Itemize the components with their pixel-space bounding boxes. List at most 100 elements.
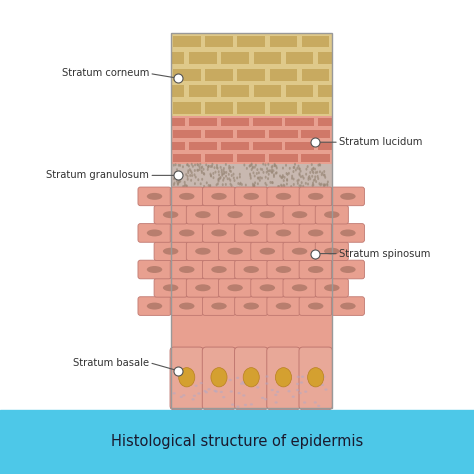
Ellipse shape: [246, 167, 248, 170]
Ellipse shape: [253, 183, 255, 187]
Ellipse shape: [279, 174, 281, 177]
Ellipse shape: [201, 171, 203, 174]
Ellipse shape: [289, 167, 291, 170]
Ellipse shape: [281, 184, 283, 188]
Ellipse shape: [282, 175, 284, 178]
Ellipse shape: [250, 177, 252, 180]
Ellipse shape: [250, 164, 253, 167]
Bar: [171, 33, 332, 408]
FancyBboxPatch shape: [267, 224, 300, 242]
Ellipse shape: [270, 169, 272, 173]
Ellipse shape: [180, 396, 183, 398]
Ellipse shape: [276, 266, 291, 273]
Ellipse shape: [223, 167, 225, 170]
Ellipse shape: [282, 166, 284, 170]
Ellipse shape: [217, 182, 219, 185]
Ellipse shape: [261, 397, 264, 399]
FancyBboxPatch shape: [170, 187, 203, 206]
Ellipse shape: [236, 176, 238, 179]
Ellipse shape: [300, 381, 303, 383]
Ellipse shape: [276, 171, 278, 174]
Ellipse shape: [193, 394, 196, 397]
Ellipse shape: [276, 166, 278, 170]
Ellipse shape: [300, 170, 301, 173]
Ellipse shape: [290, 185, 292, 188]
Ellipse shape: [194, 164, 196, 166]
Ellipse shape: [254, 174, 255, 177]
Text: Stratum basale: Stratum basale: [73, 357, 149, 368]
Ellipse shape: [305, 182, 307, 185]
Ellipse shape: [231, 403, 234, 406]
Ellipse shape: [244, 266, 259, 273]
Ellipse shape: [252, 165, 254, 169]
Bar: [286, 52, 313, 64]
FancyBboxPatch shape: [154, 278, 187, 297]
Ellipse shape: [340, 266, 356, 273]
Ellipse shape: [260, 211, 275, 218]
Ellipse shape: [305, 168, 308, 171]
Ellipse shape: [211, 229, 227, 237]
Ellipse shape: [312, 167, 315, 170]
Ellipse shape: [324, 388, 328, 391]
FancyBboxPatch shape: [331, 260, 365, 279]
Ellipse shape: [322, 183, 325, 186]
Ellipse shape: [317, 177, 319, 180]
Ellipse shape: [244, 229, 259, 237]
Ellipse shape: [297, 375, 300, 378]
Ellipse shape: [182, 185, 184, 188]
Ellipse shape: [308, 368, 324, 387]
Ellipse shape: [319, 163, 320, 166]
FancyBboxPatch shape: [315, 242, 348, 261]
Ellipse shape: [268, 173, 270, 176]
FancyBboxPatch shape: [251, 278, 284, 297]
Ellipse shape: [224, 171, 226, 174]
Ellipse shape: [147, 229, 162, 237]
Ellipse shape: [216, 183, 218, 186]
Ellipse shape: [313, 179, 315, 182]
Ellipse shape: [299, 392, 302, 394]
Ellipse shape: [294, 163, 296, 166]
Ellipse shape: [183, 381, 187, 383]
FancyBboxPatch shape: [202, 260, 236, 279]
Ellipse shape: [340, 193, 356, 200]
Ellipse shape: [324, 211, 339, 218]
FancyBboxPatch shape: [251, 242, 284, 261]
FancyBboxPatch shape: [154, 205, 187, 224]
Ellipse shape: [324, 183, 326, 186]
Ellipse shape: [207, 165, 209, 169]
Ellipse shape: [296, 179, 299, 182]
Bar: [286, 85, 313, 97]
Ellipse shape: [186, 185, 188, 188]
Ellipse shape: [214, 171, 217, 173]
Ellipse shape: [225, 171, 228, 174]
Ellipse shape: [308, 176, 310, 179]
Ellipse shape: [205, 164, 207, 166]
Ellipse shape: [221, 171, 223, 174]
Ellipse shape: [272, 181, 274, 184]
Bar: [173, 130, 201, 138]
Bar: [173, 69, 201, 81]
Ellipse shape: [163, 284, 178, 291]
Ellipse shape: [257, 182, 259, 185]
Ellipse shape: [208, 165, 210, 168]
FancyBboxPatch shape: [202, 187, 236, 206]
Ellipse shape: [176, 168, 178, 171]
Ellipse shape: [254, 383, 257, 386]
Ellipse shape: [239, 182, 242, 185]
Ellipse shape: [322, 375, 326, 378]
FancyBboxPatch shape: [235, 224, 268, 242]
Ellipse shape: [271, 171, 273, 173]
Ellipse shape: [318, 164, 319, 166]
Bar: [171, 85, 184, 97]
FancyBboxPatch shape: [170, 347, 203, 410]
Ellipse shape: [184, 183, 186, 186]
Ellipse shape: [219, 177, 221, 180]
Ellipse shape: [200, 382, 203, 384]
Ellipse shape: [229, 182, 231, 185]
Ellipse shape: [179, 302, 194, 310]
FancyBboxPatch shape: [331, 297, 365, 315]
Ellipse shape: [286, 179, 288, 182]
Ellipse shape: [202, 168, 205, 171]
Ellipse shape: [191, 174, 193, 177]
Bar: [270, 102, 297, 114]
